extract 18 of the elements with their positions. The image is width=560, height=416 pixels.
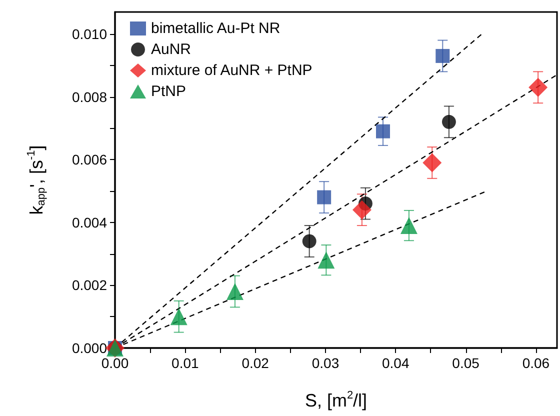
y-tick-label: 0.008 bbox=[72, 88, 108, 105]
legend-label: mixture of AuNR + PtNP bbox=[151, 62, 312, 79]
y-tick-label: 0.002 bbox=[72, 277, 108, 294]
y-tick-label: 0.010 bbox=[72, 26, 108, 42]
y-tick-label: 0.004 bbox=[72, 214, 108, 230]
x-tick-label: 0.01 bbox=[172, 355, 199, 371]
x-tick-label: 0.04 bbox=[382, 355, 410, 371]
x-tick-label: 0.06 bbox=[522, 355, 550, 371]
legend-label: bimetallic Au-Pt NR bbox=[151, 20, 280, 37]
legend-label: AuNR bbox=[151, 41, 192, 58]
y-axis-title: kapp', [s-1] bbox=[26, 145, 48, 215]
legend-label: PtNP bbox=[151, 83, 186, 100]
x-tick-label: 0.00 bbox=[101, 355, 129, 371]
x-tick-label: 0.03 bbox=[312, 355, 340, 371]
y-tick-label: 0.006 bbox=[72, 152, 108, 168]
x-tick-label: 0.02 bbox=[242, 355, 270, 371]
y-tick-label: 0.000 bbox=[72, 340, 108, 356]
x-tick-label: 0.05 bbox=[452, 355, 480, 371]
